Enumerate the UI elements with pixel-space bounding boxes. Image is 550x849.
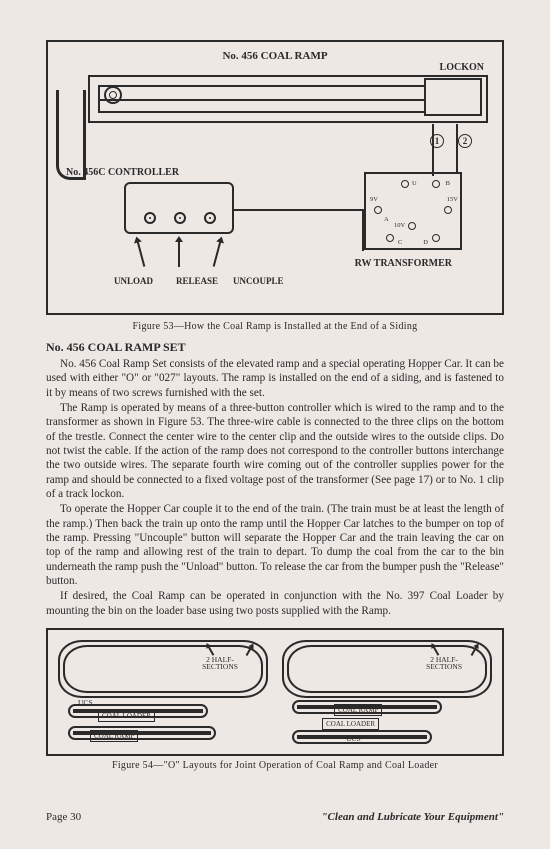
post-b-label: B xyxy=(446,180,450,187)
ramp-wheel-icon xyxy=(104,86,122,104)
section-title: No. 456 COAL RAMP SET xyxy=(46,340,504,355)
arrow-release xyxy=(178,241,180,267)
paragraph-3: To operate the Hopper Car couple it to t… xyxy=(46,502,504,588)
layout-left: 2 HALF- SECTIONS UCS COAL LOADER COAL RA… xyxy=(54,638,272,746)
siding-1 xyxy=(68,704,208,718)
post-c-label: C xyxy=(398,239,402,246)
controller-button-1 xyxy=(144,212,156,224)
paragraph-2: The Ramp is operated by means of a three… xyxy=(46,401,504,501)
page-number: Page 30 xyxy=(46,811,81,823)
controller-label: No. 456C CONTROLLER xyxy=(66,167,179,178)
post-a xyxy=(374,206,382,214)
label-unload: UNLOAD xyxy=(114,276,153,286)
fig53-title: No. 456 COAL RAMP xyxy=(48,50,502,62)
label-uncouple: UNCOUPLE xyxy=(233,276,284,286)
lockon-box xyxy=(424,78,482,116)
figure-54-diagram: 2 HALF- SECTIONS UCS COAL LOADER COAL RA… xyxy=(46,628,504,756)
siding-2 xyxy=(68,726,216,740)
post-c xyxy=(386,234,394,242)
layout-right: 2 HALF- SECTIONS COAL RAMP COAL LOADER U… xyxy=(278,638,496,746)
post-u-label: U xyxy=(412,180,417,187)
wire xyxy=(456,124,458,172)
wire xyxy=(234,209,364,211)
wire xyxy=(432,124,434,176)
paragraph-4: If desired, the Coal Ramp can be operate… xyxy=(46,589,504,618)
coal-loader-box: COAL LOADER xyxy=(322,718,379,730)
figure-53-diagram: No. 456 COAL RAMP LOCKON 1 2 No. 456C CO… xyxy=(46,40,504,315)
post-u xyxy=(401,180,409,188)
half-sections-label: 2 HALF- SECTIONS xyxy=(426,656,462,671)
wire xyxy=(362,209,364,251)
controller-button-3 xyxy=(204,212,216,224)
half-sections-label: 2 HALF- SECTIONS xyxy=(202,656,238,671)
paragraph-1: No. 456 Coal Ramp Set consists of the el… xyxy=(46,357,504,400)
siding-2 xyxy=(292,730,432,744)
lockon-label: LOCKON xyxy=(440,62,484,73)
post-b xyxy=(432,180,440,188)
ramp-center-rail xyxy=(98,99,426,101)
page-footer: Page 30 "Clean and Lubricate Your Equipm… xyxy=(46,811,504,823)
badge-2: 2 xyxy=(458,134,472,148)
post-10v-label: 10V xyxy=(394,222,405,229)
post-d xyxy=(432,234,440,242)
transformer-box: U B 9V A 15V 10V C D xyxy=(364,172,462,250)
controller-box xyxy=(124,182,234,234)
post-9v-label: 9V xyxy=(370,196,378,203)
post-d-label: D xyxy=(423,239,428,246)
footer-tagline: "Clean and Lubricate Your Equipment" xyxy=(321,811,504,823)
figure-54-caption: Figure 54—"O" Layouts for Joint Operatio… xyxy=(46,760,504,771)
post-10v xyxy=(408,222,416,230)
siding-1 xyxy=(292,700,442,714)
post-15v xyxy=(444,206,452,214)
post-15v-label: 15V xyxy=(447,196,458,203)
controller-button-2 xyxy=(174,212,186,224)
label-release: RELEASE xyxy=(176,276,218,286)
post-a-label: A xyxy=(384,216,389,223)
body-text: No. 456 Coal Ramp Set consists of the el… xyxy=(46,357,504,618)
arrow-unload xyxy=(137,241,146,267)
figure-53-caption: Figure 53—How the Coal Ramp is Installed… xyxy=(46,321,504,332)
transformer-label: RW TRANSFORMER xyxy=(355,258,452,269)
arrow-uncouple xyxy=(213,241,222,267)
